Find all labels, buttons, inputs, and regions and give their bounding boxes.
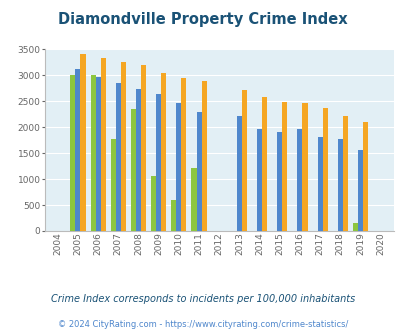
Bar [317, 137, 322, 231]
Bar [256, 129, 262, 231]
Bar [357, 149, 362, 231]
Bar [342, 116, 347, 231]
Bar [262, 97, 266, 231]
Bar [115, 83, 121, 231]
Bar [100, 58, 105, 231]
Bar [297, 129, 302, 231]
Bar [176, 103, 181, 231]
Bar [281, 102, 287, 231]
Bar [141, 65, 146, 231]
Bar [236, 116, 241, 231]
Bar [156, 94, 161, 231]
Bar [161, 73, 166, 231]
Bar [90, 76, 96, 231]
Text: Crime Index corresponds to incidents per 100,000 inhabitants: Crime Index corresponds to incidents per… [51, 294, 354, 304]
Bar [322, 108, 327, 231]
Bar [352, 223, 357, 231]
Bar [337, 139, 342, 231]
Bar [96, 77, 100, 231]
Bar [191, 168, 196, 231]
Bar [151, 176, 156, 231]
Bar [181, 78, 186, 231]
Bar [201, 81, 206, 231]
Bar [75, 69, 80, 231]
Text: Diamondville Property Crime Index: Diamondville Property Crime Index [58, 12, 347, 26]
Bar [171, 200, 176, 231]
Bar [277, 132, 281, 231]
Bar [70, 76, 75, 231]
Bar [80, 54, 85, 231]
Bar [196, 112, 201, 231]
Text: © 2024 CityRating.com - https://www.cityrating.com/crime-statistics/: © 2024 CityRating.com - https://www.city… [58, 319, 347, 329]
Bar [121, 62, 126, 231]
Bar [136, 89, 141, 231]
Bar [302, 103, 307, 231]
Bar [241, 90, 246, 231]
Bar [362, 121, 367, 231]
Bar [131, 109, 136, 231]
Bar [111, 139, 115, 231]
